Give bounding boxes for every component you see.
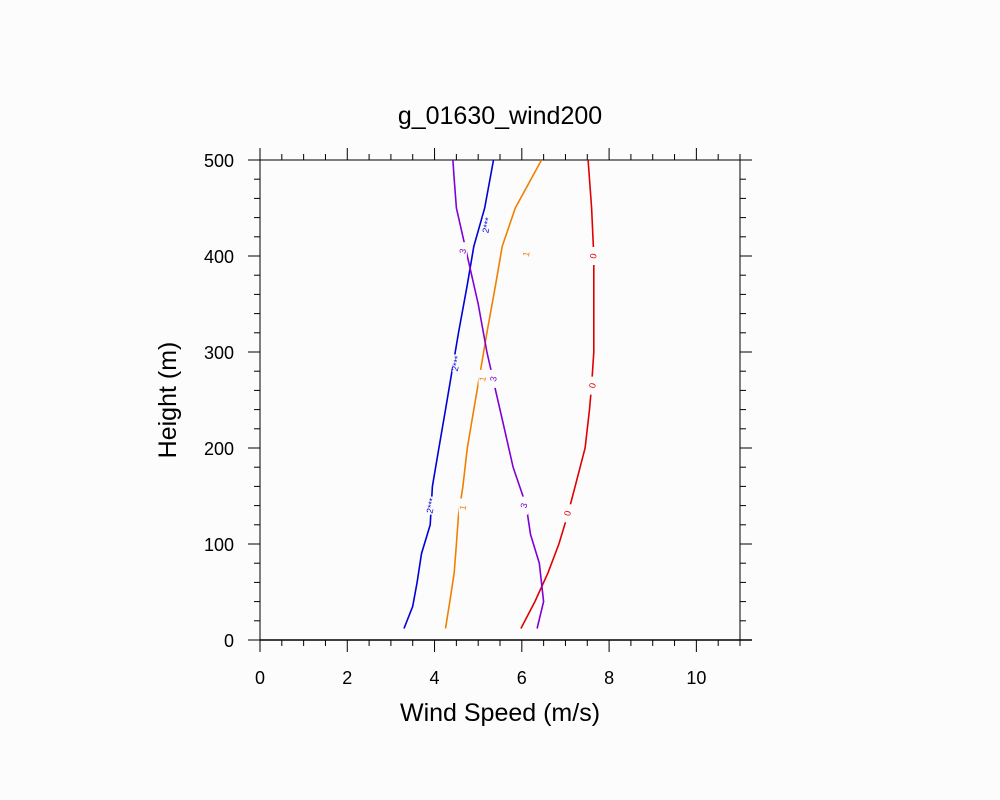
series-label: 3 (457, 248, 468, 255)
y-tick-label: 100 (204, 535, 234, 555)
series-line-1 (444, 159, 543, 629)
y-tick-label: 500 (204, 151, 234, 171)
series-label-bg (588, 376, 597, 395)
y-axis-title: Height (m) (154, 342, 182, 459)
series-label-bg (589, 247, 598, 265)
series-label: 1 (477, 375, 488, 382)
x-tick-label: 6 (517, 668, 527, 688)
series-label-bg (563, 504, 572, 523)
series-label: 2*** (480, 216, 493, 234)
series-label: 0 (562, 510, 573, 517)
x-tick-label: 4 (430, 668, 440, 688)
series-lines (403, 159, 595, 629)
series-line-3 (452, 159, 545, 629)
y-tick-label: 400 (204, 247, 234, 267)
plot-border (259, 159, 741, 641)
series-label-bg (458, 498, 467, 517)
y-tick-label: 200 (204, 439, 234, 459)
x-axis-title: Wind Speed (m/s) (400, 699, 600, 727)
series-label-bg (452, 354, 461, 373)
series-label-bg (427, 496, 436, 515)
series-label: 3 (488, 375, 499, 382)
x-tick-label: 0 (255, 668, 265, 688)
series-label: 3 (519, 502, 530, 509)
series-label-bg (458, 242, 467, 261)
series-label: 1 (457, 504, 468, 511)
series-label: 0 (587, 382, 598, 389)
series-label: 1 (521, 251, 532, 258)
series-label-bg (482, 216, 491, 235)
series-labels: 0 0 0 1 1 1 2*** 2*** 2*** 3 3 3 (425, 216, 599, 523)
y-tick-label: 300 (204, 343, 234, 363)
chart-title: g_01630_wind200 (398, 102, 602, 130)
series-line-2 (403, 159, 495, 629)
series-line-0 (520, 159, 595, 629)
y-tick-label: 0 (224, 631, 234, 651)
x-tick-label: 8 (604, 668, 614, 688)
axis-ticks (248, 148, 752, 652)
x-tick-label: 2 (342, 668, 352, 688)
series-label-bg (522, 245, 531, 264)
series-label: 2*** (425, 496, 438, 514)
series-label-bg (478, 369, 487, 388)
series-label: 0 (588, 253, 599, 260)
plot-frame (259, 148, 752, 641)
series-label-bg (520, 496, 528, 515)
series-label-bg (489, 369, 498, 388)
x-tick-label: 10 (686, 668, 706, 688)
series-label: 2*** (450, 354, 463, 372)
